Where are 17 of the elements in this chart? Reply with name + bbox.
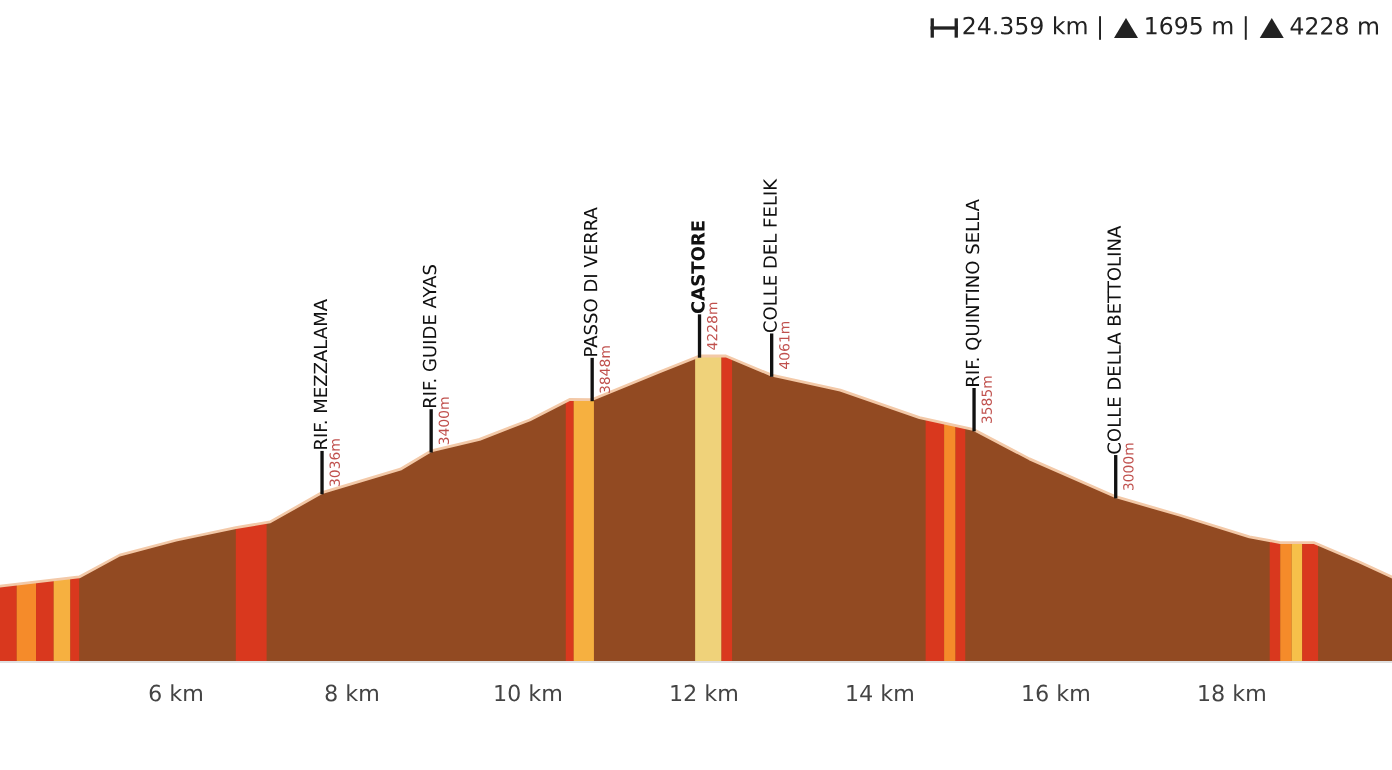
annotation: RIF. QUINTINO SELLA	[965, 199, 982, 386]
x-tick-label: 10 km	[495, 684, 561, 702]
annotation: COLLE DELLA BETTOLINA	[1107, 225, 1121, 454]
annotation: RIF. GUIDE AYAS	[422, 265, 437, 408]
annotation: RIF. MEZZALAMA	[313, 299, 328, 449]
annotation: CASTORE	[691, 221, 705, 314]
x-tick-label: 12 km	[671, 684, 737, 702]
x-tick-label: 6 km	[149, 684, 202, 702]
text: 4228 m	[1290, 16, 1378, 35]
x-tick-label: 18 km	[1199, 684, 1265, 702]
annotation: COLLE DEL FELIK	[763, 178, 777, 333]
x-tick-label: 16 km	[1023, 684, 1089, 702]
annotation: PASSO DI VERRA	[583, 207, 598, 356]
text: 1695 m |	[1146, 16, 1247, 40]
x-tick-label: 14 km	[847, 684, 913, 702]
text: 24.359 km |	[963, 16, 1102, 40]
x-tick-label: 8 km	[325, 684, 378, 702]
